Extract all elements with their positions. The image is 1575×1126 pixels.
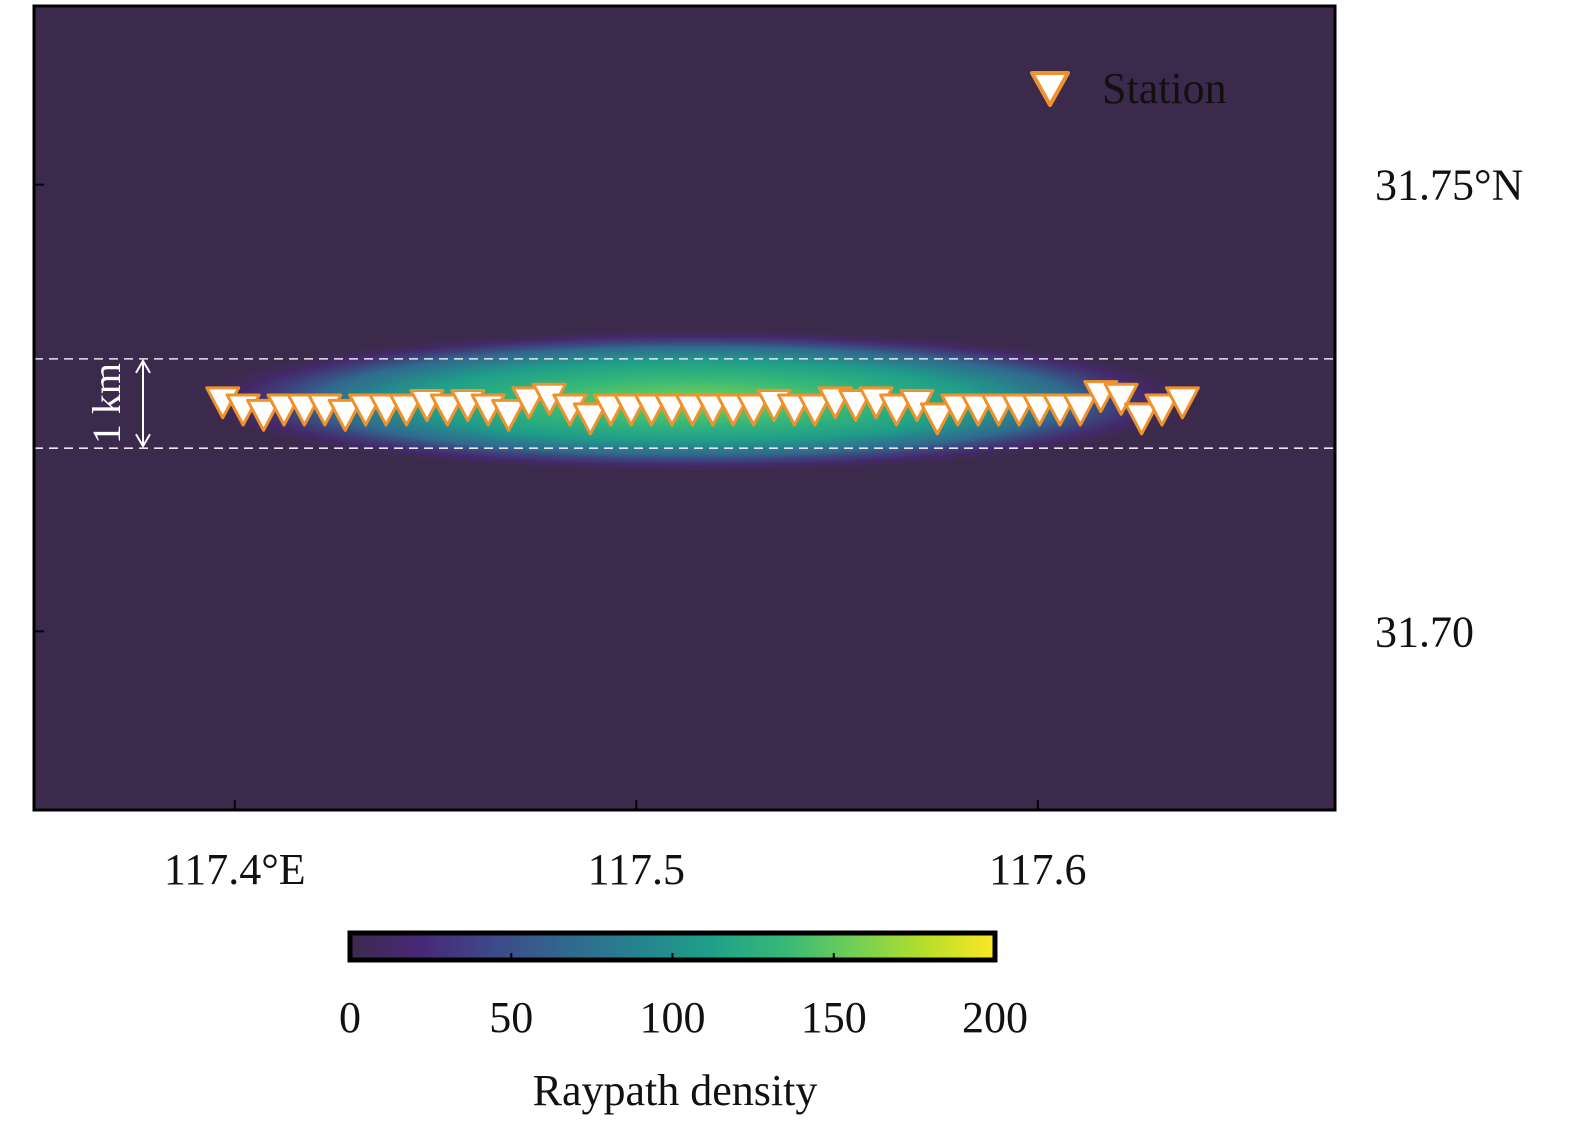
scale-bar-arrow-bottom [135, 433, 151, 449]
station-marker [511, 386, 547, 420]
scale-bar-label: 1 km [84, 363, 129, 444]
colorbar: 0 50 100 150 200 Raypath density [339, 930, 1028, 1115]
scale-bar-arrow-top [135, 358, 151, 374]
colorbar-tick-label: 150 [801, 993, 867, 1042]
colorbar-title: Raypath density [533, 1066, 818, 1115]
x-tick-label: 117.6 [989, 845, 1086, 894]
station-marker [246, 398, 282, 432]
x-tick-label: 117.4°E [164, 845, 306, 894]
station-marker [491, 398, 527, 432]
station-marker [1062, 393, 1098, 427]
station-marker [1144, 393, 1180, 427]
station-marker [838, 389, 874, 423]
station-marker [1103, 382, 1139, 416]
y-tick-label: 31.70 [1375, 607, 1474, 656]
stations-layer [205, 380, 1200, 436]
station-marker [429, 393, 465, 427]
colorbar-tick-label: 50 [489, 993, 533, 1042]
station-marker [797, 393, 833, 427]
station-marker [327, 398, 363, 432]
station-marker [919, 402, 955, 436]
colorbar-tick-label: 200 [962, 993, 1028, 1042]
station-marker [572, 402, 608, 436]
colorbar-tick-label: 100 [640, 993, 706, 1042]
y-axis: 31.75°N 31.70 [34, 161, 1523, 656]
scale-bar: 1 km [84, 358, 151, 449]
legend-station-icon [1030, 71, 1070, 107]
plot-frame [32, 4, 1337, 812]
y-tick-label: 31.75°N [1375, 161, 1523, 210]
station-marker [1124, 402, 1160, 436]
x-tick-label: 117.5 [588, 845, 685, 894]
colorbar-tick-label: 0 [339, 993, 361, 1042]
legend: Station [1030, 64, 1227, 113]
legend-station-label: Station [1102, 64, 1227, 113]
x-axis: 117.4°E 117.5 117.6 [164, 800, 1087, 894]
colorbar-ticks [510, 953, 835, 960]
station-marker [1164, 386, 1200, 420]
station-marker [736, 393, 772, 427]
station-marker [388, 393, 424, 427]
station-marker [879, 393, 915, 427]
